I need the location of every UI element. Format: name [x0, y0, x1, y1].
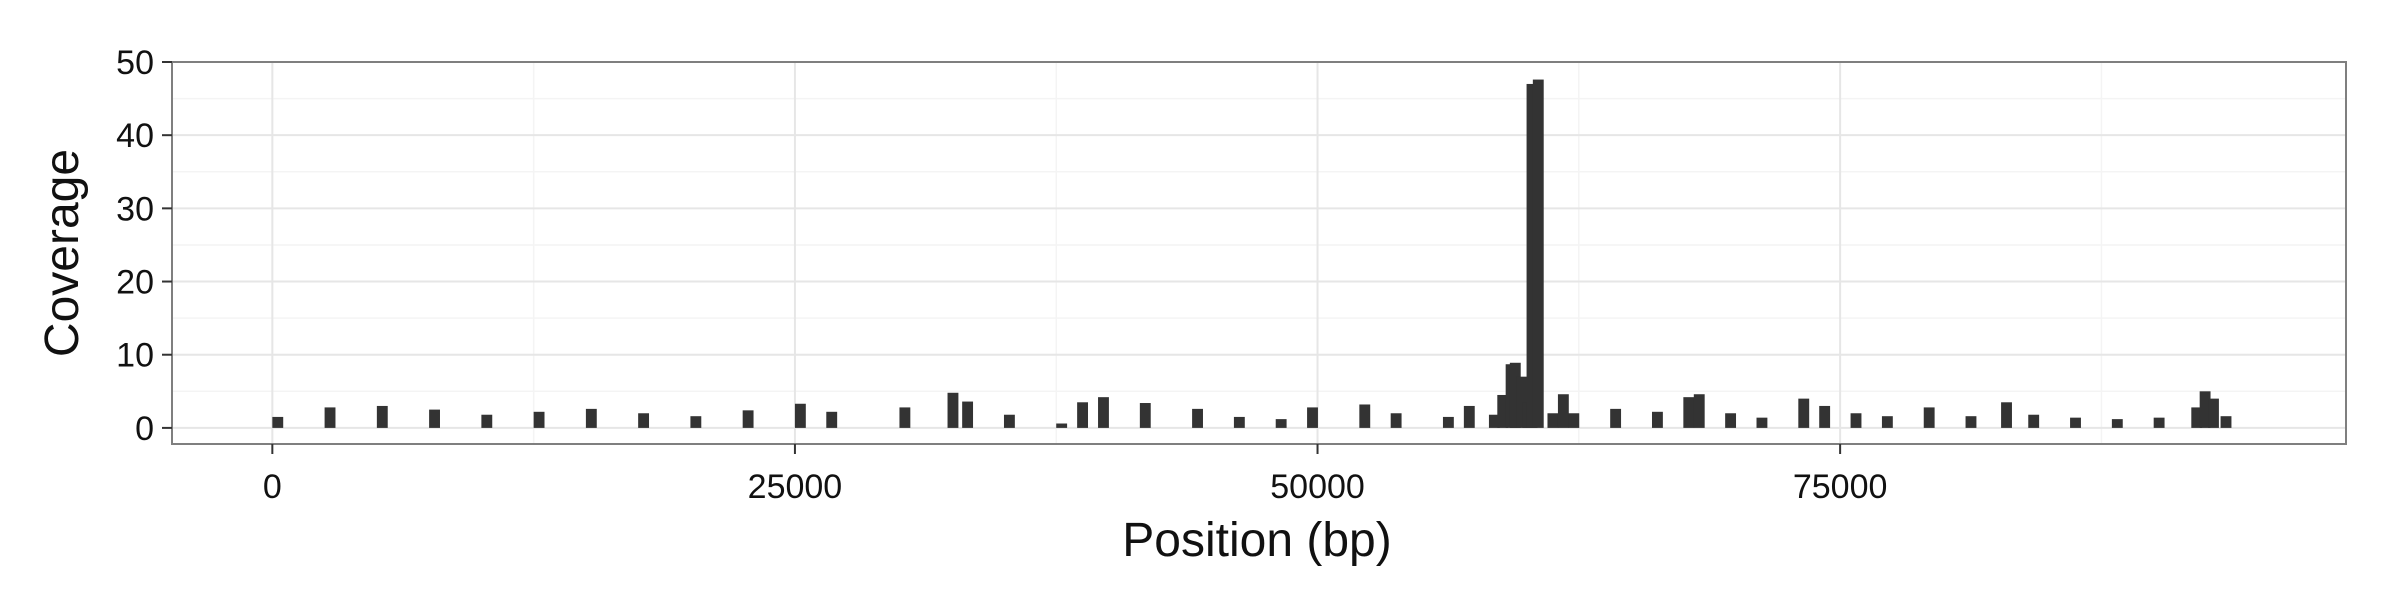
coverage-bar	[1526, 83, 1538, 428]
coverage-bar	[826, 411, 838, 428]
coverage-bar	[585, 408, 597, 428]
coverage-bar	[947, 392, 959, 428]
coverage-bar	[1683, 397, 1695, 428]
x-tick-label: 25000	[748, 468, 843, 506]
coverage-bar	[899, 407, 911, 428]
coverage-bar	[1516, 376, 1527, 428]
coverage-bar	[1923, 407, 1935, 428]
x-tick-label: 50000	[1270, 468, 1365, 506]
coverage-bar	[638, 413, 650, 428]
coverage-bar	[2070, 417, 2081, 428]
coverage-bar	[2208, 398, 2219, 428]
coverage-bar	[1192, 408, 1203, 428]
x-axis-title: Position (bp)	[1122, 514, 1391, 567]
coverage-bar	[1819, 405, 1831, 428]
y-axis-title: Coverage	[36, 149, 89, 357]
coverage-bar	[1275, 419, 1287, 428]
y-tick-label: 0	[135, 410, 154, 448]
coverage-bar	[2191, 407, 2203, 428]
coverage-bar	[1139, 403, 1151, 428]
coverage-bar	[1798, 398, 1810, 428]
coverage-bar	[1098, 397, 1109, 428]
coverage-bar	[962, 401, 974, 428]
coverage-bar	[1463, 405, 1475, 428]
axes: 0 25000 50000 75000 0 10 20 30 40 50	[116, 44, 1887, 506]
coverage-bar	[481, 414, 493, 428]
coverage-bar	[324, 407, 336, 428]
coverage-bar	[1651, 411, 1663, 428]
coverage-bar	[1725, 413, 1737, 428]
coverage-bar	[1442, 416, 1454, 428]
coverage-bar	[272, 416, 284, 428]
y-tick-label: 20	[116, 264, 154, 302]
coverage-bar	[533, 411, 545, 428]
y-tick-label: 10	[116, 337, 154, 375]
coverage-bar	[1233, 416, 1245, 428]
coverage-bar	[1850, 413, 1862, 428]
coverage-bar	[1965, 416, 1977, 428]
x-tick-label: 0	[263, 468, 282, 506]
coverage-bar	[1056, 423, 1068, 428]
coverage-bar	[2001, 402, 2012, 428]
coverage-bar	[1610, 408, 1622, 428]
coverage-bar	[1077, 402, 1089, 428]
coverage-bar	[1390, 413, 1402, 428]
coverage-bar	[2111, 419, 2123, 428]
coverage-bar	[690, 416, 702, 428]
coverage-bar	[1497, 394, 1509, 428]
coverage-bar	[1547, 413, 1559, 428]
coverage-bar	[1488, 414, 1500, 428]
coverage-bar	[742, 410, 754, 428]
coverage-bar	[1557, 394, 1569, 428]
coverage-bar	[1756, 417, 1768, 428]
coverage-bar	[1509, 362, 1521, 428]
coverage-bar	[429, 409, 440, 428]
x-tick-label: 75000	[1793, 468, 1888, 506]
coverage-bar	[1881, 416, 1893, 428]
coverage-bar	[2199, 391, 2211, 428]
plot-border	[171, 61, 2347, 445]
coverage-bar	[1003, 414, 1015, 428]
coverage-bar	[1568, 413, 1580, 428]
y-tick-label: 30	[116, 190, 154, 228]
plot-panel	[172, 62, 2346, 444]
coverage-bar	[1532, 79, 1544, 428]
y-tick-label: 40	[116, 117, 154, 155]
coverage-bar	[1307, 407, 1318, 428]
coverage-bar	[376, 405, 388, 428]
coverage-bar	[2153, 417, 2165, 428]
coverage-bar	[1693, 394, 1705, 428]
coverage-bars	[272, 79, 2232, 428]
y-tick-label: 50	[116, 44, 154, 82]
coverage-bar	[2028, 414, 2040, 428]
coverage-bar	[1359, 404, 1371, 428]
coverage-bar	[2220, 416, 2232, 428]
coverage-bar	[794, 403, 806, 428]
